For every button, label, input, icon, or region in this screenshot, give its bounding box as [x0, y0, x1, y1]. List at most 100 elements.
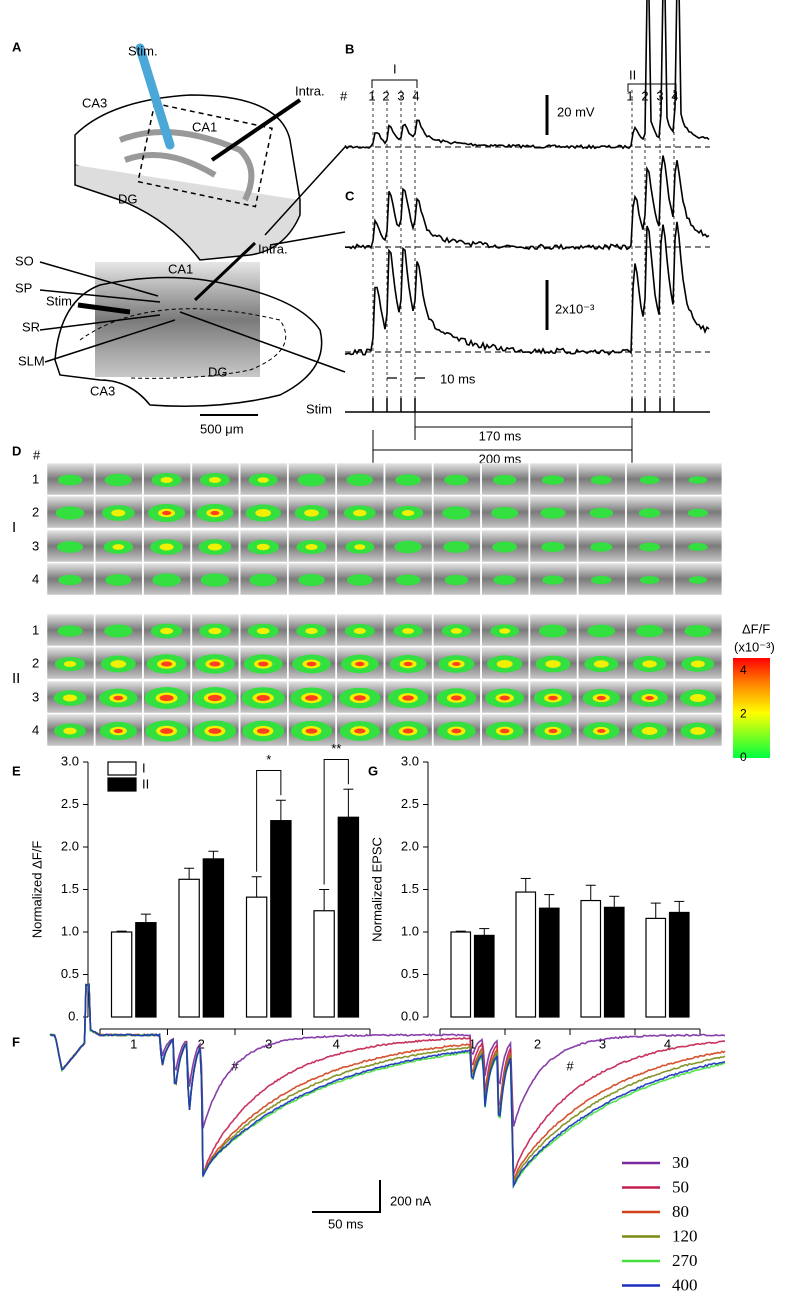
signal	[639, 542, 660, 552]
label: Intra.	[258, 241, 288, 256]
x-tick-label: 3	[599, 1036, 606, 1051]
y-tick-label: 2.5	[61, 796, 79, 811]
signal	[635, 624, 664, 638]
bar	[515, 891, 537, 1018]
signal	[491, 506, 519, 520]
scale-label: 20 mV	[557, 104, 595, 119]
signal	[354, 544, 366, 550]
signal	[444, 574, 469, 586]
y-tick-label: 0.	[68, 1008, 79, 1023]
colorbar-tick-label: 2	[740, 707, 747, 721]
signal	[541, 541, 565, 553]
hash: #	[340, 88, 348, 103]
x-tick-label: 1	[469, 1036, 476, 1051]
bar	[538, 907, 560, 1018]
label: CA3	[82, 95, 107, 110]
y-tick-label: 1.5	[61, 881, 79, 896]
bar	[270, 820, 292, 1018]
panel-label: F	[12, 1034, 20, 1049]
y-tick-label: 3.0	[401, 753, 419, 768]
signal	[545, 660, 561, 668]
scale-label: 2x10⁻³	[555, 301, 595, 316]
label: DG	[208, 364, 228, 379]
label: CA1	[192, 119, 217, 134]
x-tick-label: 2	[198, 1036, 205, 1051]
signal	[443, 541, 470, 553]
row-label: 1	[32, 471, 39, 486]
signal	[113, 695, 124, 701]
signal	[590, 475, 612, 485]
signal	[256, 728, 270, 734]
significance-bracket	[256, 770, 282, 872]
bar	[473, 934, 495, 1018]
interval-label: 10 ms	[440, 371, 476, 386]
scale-label: 50 ms	[328, 1216, 364, 1231]
pulse-number: 4	[412, 88, 419, 103]
label: Intra.	[295, 83, 325, 98]
signal	[499, 695, 510, 701]
signal	[403, 661, 413, 667]
signal	[353, 627, 366, 635]
bar	[645, 917, 667, 1018]
pulse-number: 1	[626, 88, 633, 103]
signal	[639, 575, 660, 585]
bar	[178, 878, 200, 1018]
legend-label: II	[142, 776, 149, 791]
signal	[492, 541, 518, 553]
bar	[110, 931, 133, 1018]
signal	[688, 543, 708, 551]
panel-label: B	[345, 41, 354, 56]
signal	[496, 660, 513, 668]
y-tick-label: 1.0	[61, 923, 79, 938]
signal	[209, 661, 221, 667]
signal	[354, 728, 366, 734]
signal	[596, 695, 606, 701]
signal	[450, 695, 462, 701]
signal	[159, 543, 174, 551]
row-label: 1	[32, 622, 39, 637]
scale-bar	[312, 1180, 381, 1213]
signal	[305, 543, 318, 551]
row-label: 3	[32, 538, 39, 553]
x-tick-label: 1	[130, 1036, 137, 1051]
signal	[645, 695, 654, 701]
delay-label: 200 ms	[479, 451, 522, 466]
signal	[444, 474, 469, 486]
signal	[451, 728, 462, 734]
signal	[641, 727, 658, 735]
signal	[63, 727, 77, 735]
current-trace	[49, 983, 726, 1129]
signal	[160, 477, 173, 483]
signal	[493, 575, 516, 585]
signal	[249, 573, 277, 587]
signal	[110, 660, 127, 668]
signal	[639, 475, 660, 485]
signal	[450, 628, 463, 634]
y-tick-label: 2.0	[401, 838, 419, 853]
signal	[57, 474, 83, 486]
signal	[210, 510, 220, 516]
signal	[542, 575, 564, 585]
label: DG	[118, 191, 138, 206]
x-axis-label: #	[566, 1058, 574, 1073]
row-label: 2	[32, 504, 39, 519]
labels-a: Stim. CA3 CA1 Intra. DG SO SP Stim. SR S…	[15, 43, 325, 436]
signal	[112, 544, 125, 550]
signal	[159, 694, 174, 702]
signal	[499, 728, 510, 734]
panel-label: G	[368, 763, 378, 778]
signal	[589, 507, 614, 519]
signal	[113, 728, 123, 734]
x-tick-label: 4	[664, 1036, 671, 1051]
signal	[304, 509, 319, 517]
panel-label: C	[345, 188, 355, 203]
signal	[548, 695, 558, 701]
legend-swatch	[107, 777, 137, 792]
signal	[105, 574, 132, 586]
signal	[257, 661, 269, 667]
signal	[593, 660, 609, 668]
y-tick-label: 1.5	[401, 881, 419, 896]
y-tick-label: 0.5	[61, 966, 79, 981]
y-tick-label: 2.0	[61, 838, 79, 853]
